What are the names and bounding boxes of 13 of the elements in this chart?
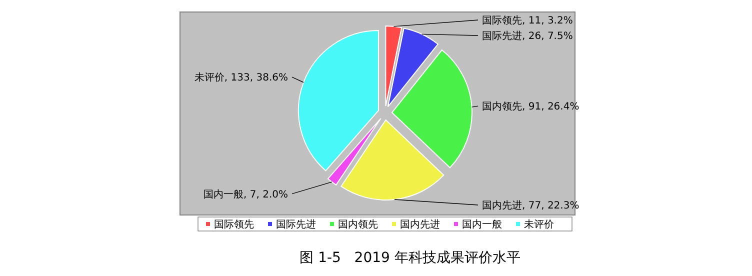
legend-label: 国内领先 (338, 218, 378, 230)
data-label: 国内一般, 7, 2.0% (204, 188, 288, 200)
legend-label: 未评价 (524, 218, 554, 230)
legend-label: 国际先进 (276, 218, 316, 230)
text: 图 1-5 2019 年科技成果评价水平 (300, 250, 520, 266)
data-label: 国内领先, 91, 26.4% (482, 100, 580, 113)
legend-label: 国内先进 (400, 218, 440, 230)
data-label: 国际领先, 11, 3.2% (482, 14, 573, 26)
data-label: 国际先进, 26, 7.5% (482, 30, 573, 42)
data-label: 国内先进, 77, 22.3% (482, 200, 580, 212)
data-label: 未评价, 133, 38.6% (194, 72, 288, 84)
legend-label: 国际领先 (214, 218, 254, 230)
legend-label: 国内一般 (462, 218, 502, 230)
